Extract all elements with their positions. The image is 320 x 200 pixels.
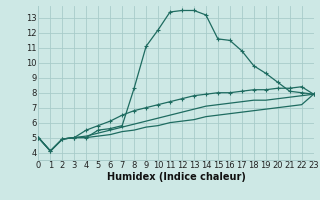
X-axis label: Humidex (Indice chaleur): Humidex (Indice chaleur) xyxy=(107,172,245,182)
